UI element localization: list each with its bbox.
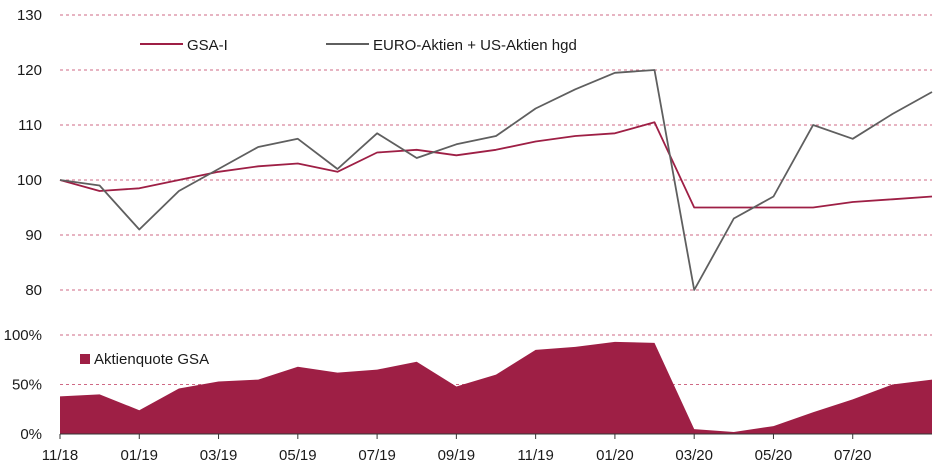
area-series-aktienquote (60, 341, 932, 434)
x-tick-label: 07/20 (834, 447, 872, 464)
top-ytick-label: 110 (18, 117, 42, 134)
legend-label-aktienquote: Aktienquote GSA (94, 351, 209, 368)
x-tick-label: 03/20 (675, 447, 713, 464)
x-tick-label: 11/19 (517, 447, 553, 464)
top-ytick-label: 130 (17, 7, 42, 24)
x-tick-label: 11/18 (42, 447, 78, 464)
x-tick-label: 01/20 (596, 447, 634, 464)
lines-layer (59, 69, 933, 291)
x-tick-label: 09/19 (438, 447, 476, 464)
x-tick-label: 05/20 (755, 447, 793, 464)
x-tick-label: 03/19 (200, 447, 238, 464)
legend-layer: GSA-I EURO-Aktien + US-Aktien hgd Aktienqu… (80, 37, 577, 368)
legend-label-gsa-i: GSA-I (187, 37, 228, 54)
bottom-ytick-label: 100% (4, 327, 42, 344)
legend-label-euro-us-aktien: EURO-Aktien + US-Aktien hgd (373, 37, 577, 54)
top-grid (60, 14, 932, 291)
line-series-gsa-i (59, 121, 933, 209)
legend-swatch-aktienquote (80, 354, 90, 364)
top-ytick-label: 100 (17, 172, 42, 189)
bottom-ytick-label: 0% (20, 426, 42, 443)
x-tick-label: 07/19 (358, 447, 396, 464)
axes-layer: 80 90 100 110 120 130 0% 50% 100% 11/18 01/19 03/19… (4, 7, 932, 464)
top-ytick-label: 80 (25, 282, 42, 299)
top-ytick-label: 90 (25, 227, 42, 244)
area-layer (60, 341, 932, 434)
top-ytick-label: 120 (17, 62, 42, 79)
bottom-ytick-label: 50% (12, 377, 42, 394)
x-tick-label: 05/19 (279, 447, 317, 464)
line-series-euro-us-aktien (59, 69, 933, 291)
x-tick-label: 01/19 (120, 447, 158, 464)
